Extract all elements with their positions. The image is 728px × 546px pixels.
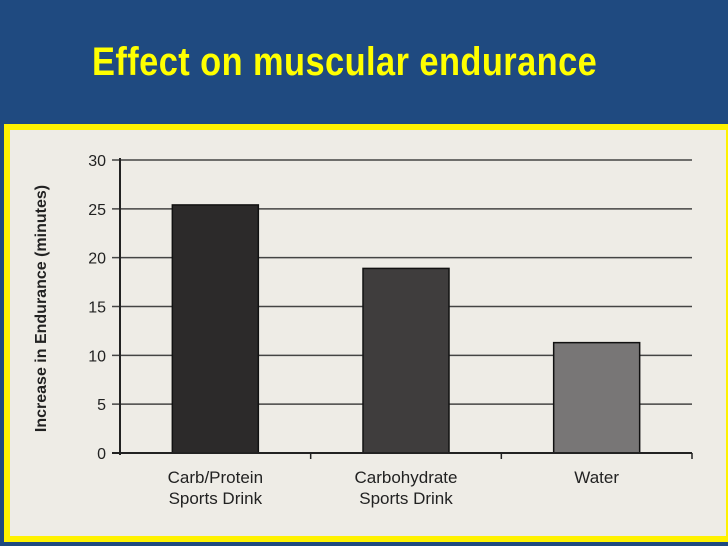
axes — [112, 158, 693, 459]
y-tick-label: 25 — [88, 202, 106, 219]
slide-title: Effect on muscular endurance — [92, 40, 598, 84]
y-tick-label: 30 — [88, 153, 106, 170]
category-label-line: Carb/Protein — [168, 468, 263, 487]
bar-0 — [171, 204, 260, 454]
category-label-line: Water — [574, 468, 619, 487]
y-tick-label: 20 — [88, 251, 106, 268]
category-label: Water — [574, 468, 619, 487]
category-label-line: Sports Drink — [359, 489, 453, 508]
category-label: Carbohydrate Sports Drink — [354, 468, 457, 508]
y-tick-label: 5 — [97, 397, 106, 414]
category-label-line: Carbohydrate — [354, 468, 457, 487]
bar-2 — [552, 341, 641, 454]
chart-frame: 0 5 10 15 20 25 30 Carb/Protein Sports Drink Carb… — [4, 124, 728, 542]
y-axis-label: Increase in Endurance (minutes) — [33, 185, 50, 432]
y-tick-label: 15 — [88, 300, 106, 317]
bar-1 — [362, 267, 450, 454]
y-tick-label: 0 — [97, 446, 106, 463]
bars — [171, 204, 641, 454]
category-label-line: Sports Drink — [169, 489, 263, 508]
y-tick-label: 10 — [88, 348, 106, 365]
category-label: Carb/Protein Sports Drink — [168, 468, 263, 508]
